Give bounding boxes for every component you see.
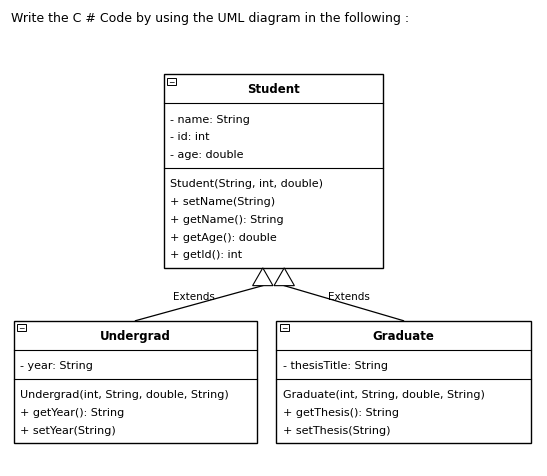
Text: - thesisTitle: String: - thesisTitle: String [283, 360, 388, 370]
Polygon shape [253, 268, 273, 286]
Text: + getYear(): String: + getYear(): String [20, 407, 124, 417]
FancyBboxPatch shape [280, 324, 288, 332]
Text: Write the C # Code by using the UML diagram in the following :: Write the C # Code by using the UML diag… [11, 12, 409, 25]
FancyBboxPatch shape [164, 75, 383, 268]
Text: - id: int: - id: int [170, 132, 210, 142]
Text: + setYear(String): + setYear(String) [20, 425, 116, 435]
Text: + getName(): String: + getName(): String [170, 214, 284, 224]
FancyBboxPatch shape [18, 324, 26, 332]
Polygon shape [274, 268, 294, 286]
Text: Student(String, int, double): Student(String, int, double) [170, 179, 323, 189]
Text: - age: double: - age: double [170, 150, 243, 160]
Text: −: − [19, 324, 25, 333]
Text: - year: String: - year: String [20, 360, 93, 370]
FancyBboxPatch shape [14, 321, 258, 443]
Text: Extends: Extends [173, 291, 215, 301]
Text: + getThesis(): String: + getThesis(): String [283, 407, 399, 417]
Text: - name: String: - name: String [170, 114, 250, 124]
Text: Graduate: Graduate [373, 329, 434, 342]
Text: −: − [168, 78, 175, 87]
Text: + setThesis(String): + setThesis(String) [283, 425, 390, 435]
FancyBboxPatch shape [276, 321, 531, 443]
FancyBboxPatch shape [167, 79, 176, 86]
Text: Student: Student [247, 83, 300, 96]
Text: + getAge(): double: + getAge(): double [170, 232, 277, 242]
Text: Undergrad: Undergrad [100, 329, 171, 342]
Text: −: − [281, 324, 287, 333]
Text: + getId(): int: + getId(): int [170, 250, 242, 260]
Text: Undergrad(int, String, double, String): Undergrad(int, String, double, String) [20, 389, 229, 399]
Text: Graduate(int, String, double, String): Graduate(int, String, double, String) [283, 389, 485, 399]
Text: + setName(String): + setName(String) [170, 197, 275, 207]
Text: Extends: Extends [328, 291, 370, 301]
